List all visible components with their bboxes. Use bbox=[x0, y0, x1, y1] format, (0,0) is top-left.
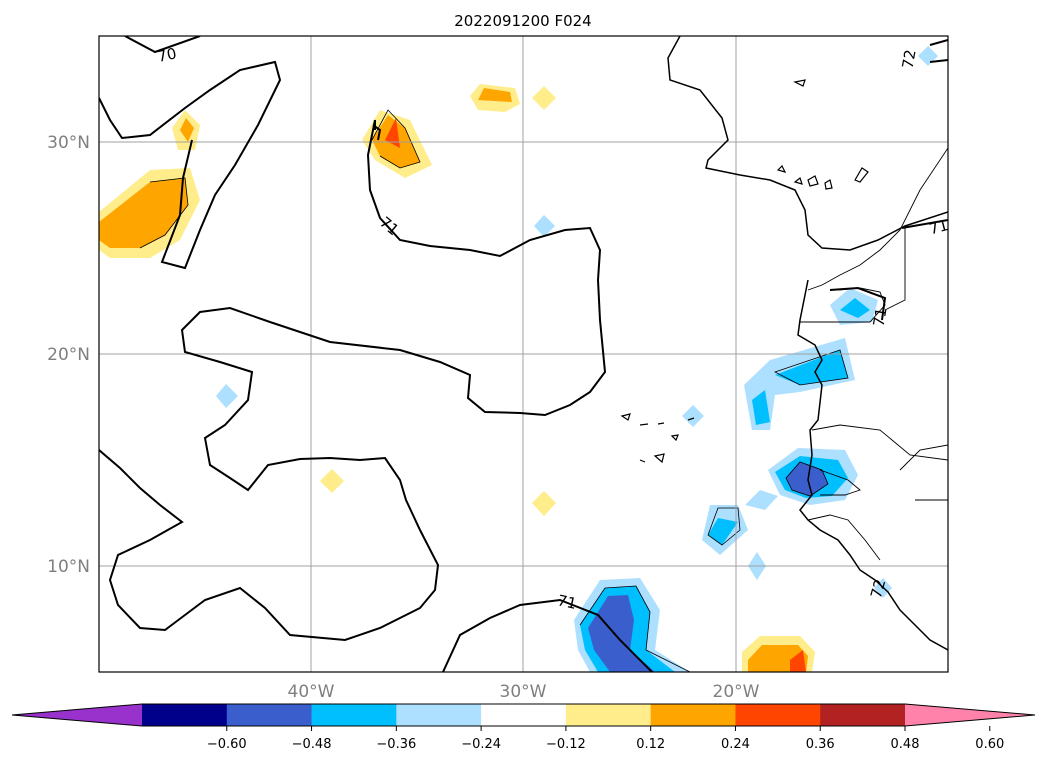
colorbar-tick-label: −0.60 bbox=[207, 737, 247, 752]
colorbar-tick-label: 0.24 bbox=[721, 737, 750, 752]
lat-label: 10°N bbox=[47, 557, 90, 577]
anomaly-patch bbox=[320, 469, 344, 493]
colorbar-tick-label: 0.36 bbox=[806, 737, 835, 752]
gridlines bbox=[99, 36, 948, 672]
contour-lines bbox=[99, 36, 948, 672]
colorbar-tick-label: 0.48 bbox=[891, 737, 920, 752]
anomaly-patch bbox=[745, 490, 778, 510]
anomaly-patch bbox=[682, 405, 704, 427]
contour-labels: 70 71 71 71 72 72 71 bbox=[156, 44, 950, 613]
lon-labels: 40°W 30°W 20°W bbox=[288, 682, 760, 702]
anomaly-patch bbox=[840, 298, 870, 318]
contour-label: 72 bbox=[899, 48, 920, 70]
colorbar-swatch bbox=[820, 704, 906, 726]
anomaly-patch bbox=[588, 595, 655, 672]
contour-label: 71 bbox=[556, 591, 578, 613]
anomaly-patch bbox=[534, 215, 555, 237]
anomaly-patch bbox=[385, 118, 400, 148]
colorbar-swatch bbox=[396, 704, 482, 726]
lon-label: 30°W bbox=[500, 682, 547, 702]
colorbar-swatch bbox=[142, 704, 228, 726]
colorbar-tick-label: −0.24 bbox=[461, 737, 501, 752]
anomaly-patch bbox=[99, 178, 188, 248]
anomaly-patch bbox=[708, 518, 738, 545]
colorbar-swatch bbox=[481, 704, 567, 726]
lat-label: 20°N bbox=[47, 345, 90, 365]
colorbar-swatch bbox=[226, 704, 313, 726]
anomaly-patch bbox=[786, 462, 828, 496]
contour-label: 72 bbox=[867, 577, 889, 600]
colorbar-extend-high bbox=[905, 704, 1035, 726]
colorbar-swatch bbox=[565, 704, 652, 726]
colorbar-swatch bbox=[650, 704, 736, 726]
colorbar-swatch bbox=[735, 704, 821, 726]
anomaly-patch bbox=[478, 88, 512, 102]
anomaly-patch bbox=[775, 350, 848, 385]
anomaly-patch bbox=[790, 650, 806, 672]
lon-label: 40°W bbox=[288, 682, 335, 702]
colorbar-tick-label: 0.60 bbox=[975, 737, 1004, 752]
lat-label: 30°N bbox=[47, 133, 90, 153]
colorbar-tick-label: −0.12 bbox=[546, 737, 586, 752]
borders bbox=[800, 147, 948, 561]
map-panel: 70 71 71 71 72 72 71 bbox=[99, 36, 950, 672]
colorbar: −0.60 −0.48 −0.36 −0.24 −0.12 0.12 0.24 0.36 0.4… bbox=[11, 703, 1036, 752]
colorbar-outline bbox=[11, 703, 1036, 727]
map-frame bbox=[98, 35, 949, 673]
contour-label: 70 bbox=[156, 44, 178, 66]
lat-labels: 30°N 20°N 10°N bbox=[47, 133, 90, 577]
anomaly-patch bbox=[532, 491, 556, 516]
lon-label: 20°W bbox=[713, 682, 760, 702]
coastlines bbox=[620, 36, 948, 651]
anomaly-patch bbox=[532, 86, 556, 110]
colorbar-swatch bbox=[311, 704, 397, 726]
contour-label: 71 bbox=[870, 306, 891, 328]
map-title: 2022091200 F024 bbox=[454, 12, 591, 30]
anomaly-patch bbox=[180, 118, 194, 142]
colorbar-tick-label: −0.36 bbox=[376, 737, 416, 752]
anomaly-patch bbox=[216, 384, 238, 408]
contour-label: 71 bbox=[927, 216, 950, 238]
colorbar-extend-low bbox=[12, 704, 142, 726]
anomaly-patch bbox=[752, 390, 770, 425]
colorbar-tick-label: −0.48 bbox=[292, 737, 332, 752]
colorbar-tick-label: 0.12 bbox=[636, 737, 665, 752]
